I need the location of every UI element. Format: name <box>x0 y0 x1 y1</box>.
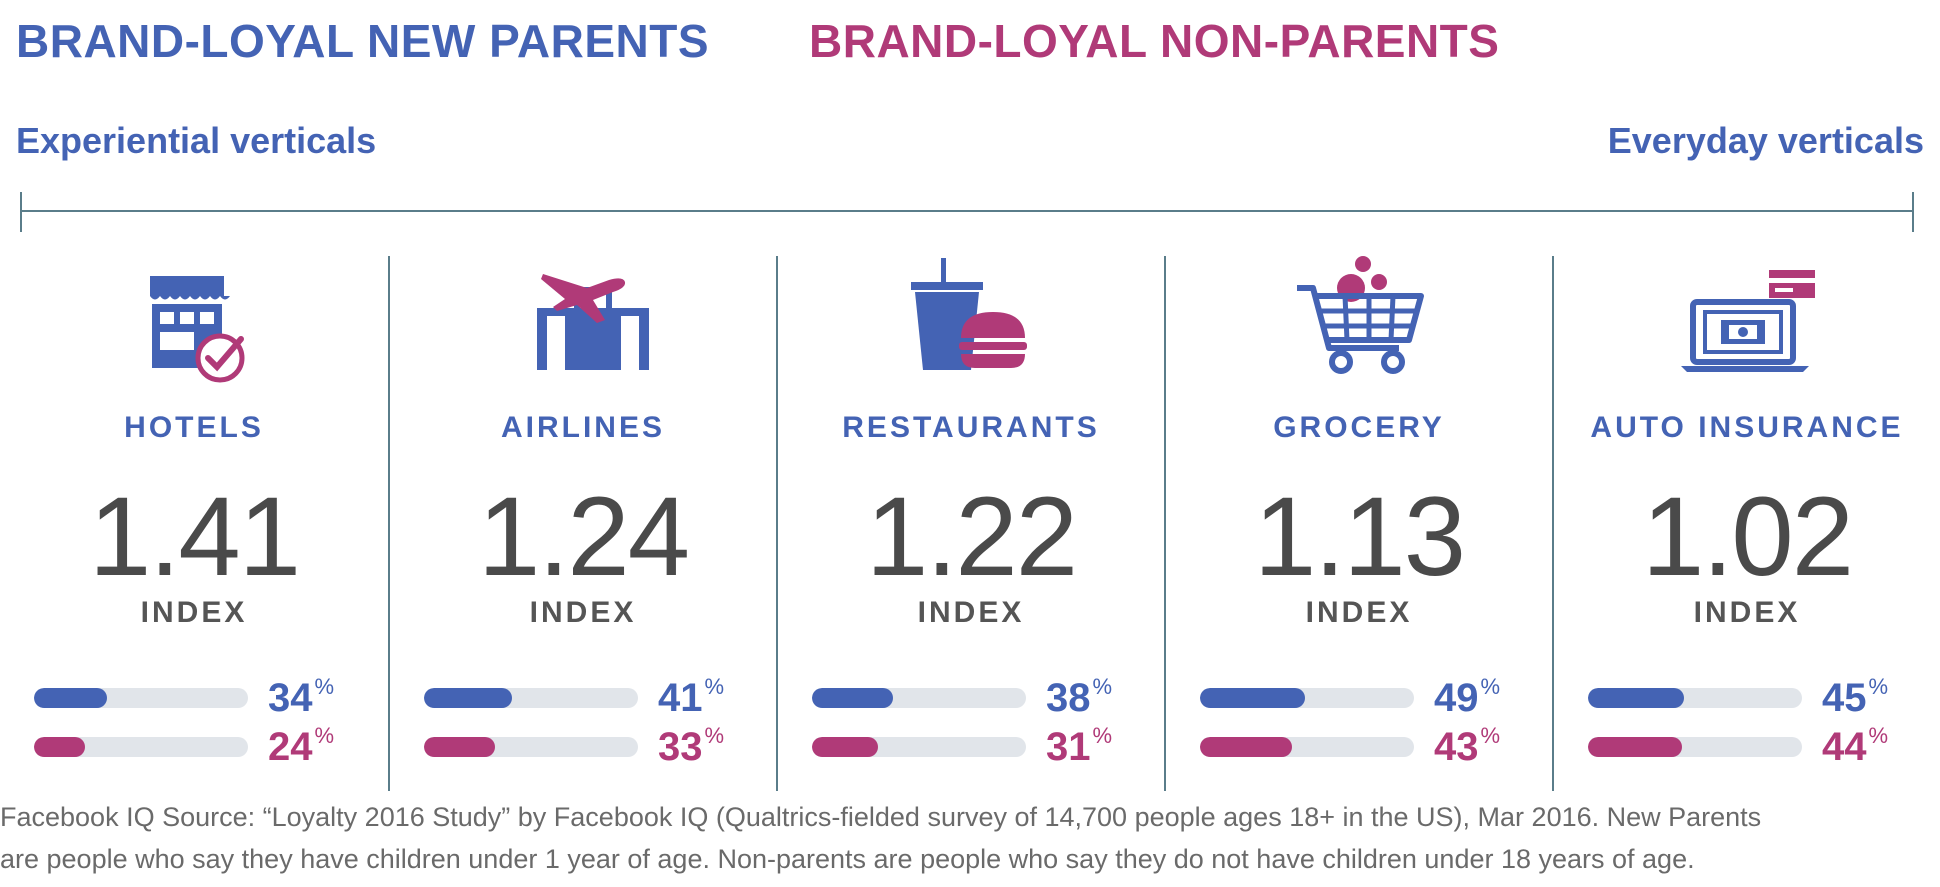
drink-burger-icon <box>901 256 1041 386</box>
column-auto-insurance: AUTO INSURANCE 1.02 INDEX 45% 44% <box>1552 256 1940 791</box>
column-airlines: AIRLINES 1.24 INDEX 41% 33% <box>388 256 776 791</box>
axis-label-experiential: Experiential verticals <box>16 120 377 161</box>
bar-track <box>424 737 638 757</box>
legend: BRAND-LOYAL NEW PARENTS BRAND-LOYAL NON-… <box>16 14 1499 68</box>
index-label: INDEX <box>1693 596 1801 629</box>
index-label: INDEX <box>1305 596 1413 629</box>
bar-track <box>812 688 1026 708</box>
axis-label-everyday: Everyday verticals <box>1607 120 1924 161</box>
bar-row-non-parents: 43% <box>1200 725 1530 769</box>
shopping-cart-icon <box>1289 256 1429 386</box>
bar-non-parents-restaurants <box>812 737 879 757</box>
index-value: 1.13 <box>1254 474 1466 599</box>
data-label-parents-hotels: 34% <box>268 674 335 720</box>
bar-row-non-parents: 24% <box>34 725 364 769</box>
category-label: AIRLINES <box>500 411 665 444</box>
bar-parents-grocery <box>1200 688 1305 708</box>
bar-track <box>812 737 1026 757</box>
bar-row-non-parents: 44% <box>1588 725 1918 769</box>
data-label-non-parents-grocery: 43% <box>1434 723 1501 769</box>
bar-row-parents: 34% <box>34 676 364 720</box>
bar-row-parents: 45% <box>1588 676 1918 720</box>
bar-non-parents-grocery <box>1200 737 1293 757</box>
bar-track <box>424 688 638 708</box>
bar-row-non-parents: 33% <box>424 725 754 769</box>
airplane-luggage-icon <box>513 256 653 386</box>
index-value: 1.02 <box>1642 474 1854 599</box>
data-label-non-parents-hotels: 24% <box>268 723 335 769</box>
category-label: AUTO INSURANCE <box>1590 411 1904 444</box>
bar-track <box>34 737 248 757</box>
legend-new-parents: BRAND-LOYAL NEW PARENTS <box>16 15 710 67</box>
legend-non-parents: BRAND-LOYAL NON-PARENTS <box>809 15 1500 67</box>
axis-cap-left <box>20 192 22 232</box>
index-label: INDEX <box>917 596 1025 629</box>
bar-parents-hotels <box>34 688 107 708</box>
footnote-line-2: are people who say they have children un… <box>0 844 1695 874</box>
bar-row-parents: 38% <box>812 676 1142 720</box>
bar-parents-restaurants <box>812 688 894 708</box>
chart-columns: HOTELS 1.41 INDEX 34% 24% <box>0 256 1940 791</box>
bar-track <box>1588 737 1802 757</box>
bar-row-non-parents: 31% <box>812 725 1142 769</box>
data-label-parents-airlines: 41% <box>658 674 725 720</box>
axis-cap-right <box>1912 192 1914 232</box>
bar-track <box>1200 737 1414 757</box>
data-label-non-parents-auto-insurance: 44% <box>1822 723 1889 769</box>
bar-parents-auto-insurance <box>1588 688 1685 708</box>
category-label: RESTAURANTS <box>842 411 1100 444</box>
bar-parents-airlines <box>424 688 512 708</box>
index-label: INDEX <box>529 596 637 629</box>
bar-track <box>1588 688 1802 708</box>
bar-row-parents: 49% <box>1200 676 1530 720</box>
index-value: 1.41 <box>89 474 301 599</box>
index-value: 1.24 <box>478 474 690 599</box>
axis-line <box>20 210 1914 212</box>
column-restaurants: RESTAURANTS 1.22 INDEX 38% 31% <box>776 256 1164 791</box>
footnote-line-1: Facebook IQ Source: “Loyalty 2016 Study”… <box>0 802 1762 832</box>
bar-non-parents-hotels <box>34 737 86 757</box>
hotel-icon <box>124 256 264 386</box>
data-label-parents-auto-insurance: 45% <box>1822 674 1889 720</box>
index-label: INDEX <box>140 596 248 629</box>
data-label-non-parents-restaurants: 31% <box>1046 723 1113 769</box>
index-value: 1.22 <box>866 474 1078 599</box>
laptop-card-icon <box>1677 256 1817 386</box>
data-label-parents-restaurants: 38% <box>1046 674 1113 720</box>
footnote: Facebook IQ Source: “Loyalty 2016 Study”… <box>0 796 1940 880</box>
category-label: HOTELS <box>124 411 264 444</box>
bar-track <box>34 688 248 708</box>
bar-row-parents: 41% <box>424 676 754 720</box>
column-hotels: HOTELS 1.41 INDEX 34% 24% <box>0 256 388 791</box>
bar-non-parents-auto-insurance <box>1588 737 1683 757</box>
data-label-parents-grocery: 49% <box>1434 674 1501 720</box>
column-grocery: GROCERY 1.13 INDEX 49% 43% <box>1164 256 1552 791</box>
data-label-non-parents-airlines: 33% <box>658 723 725 769</box>
category-label: GROCERY <box>1273 411 1445 444</box>
bar-track <box>1200 688 1414 708</box>
bar-non-parents-airlines <box>424 737 495 757</box>
